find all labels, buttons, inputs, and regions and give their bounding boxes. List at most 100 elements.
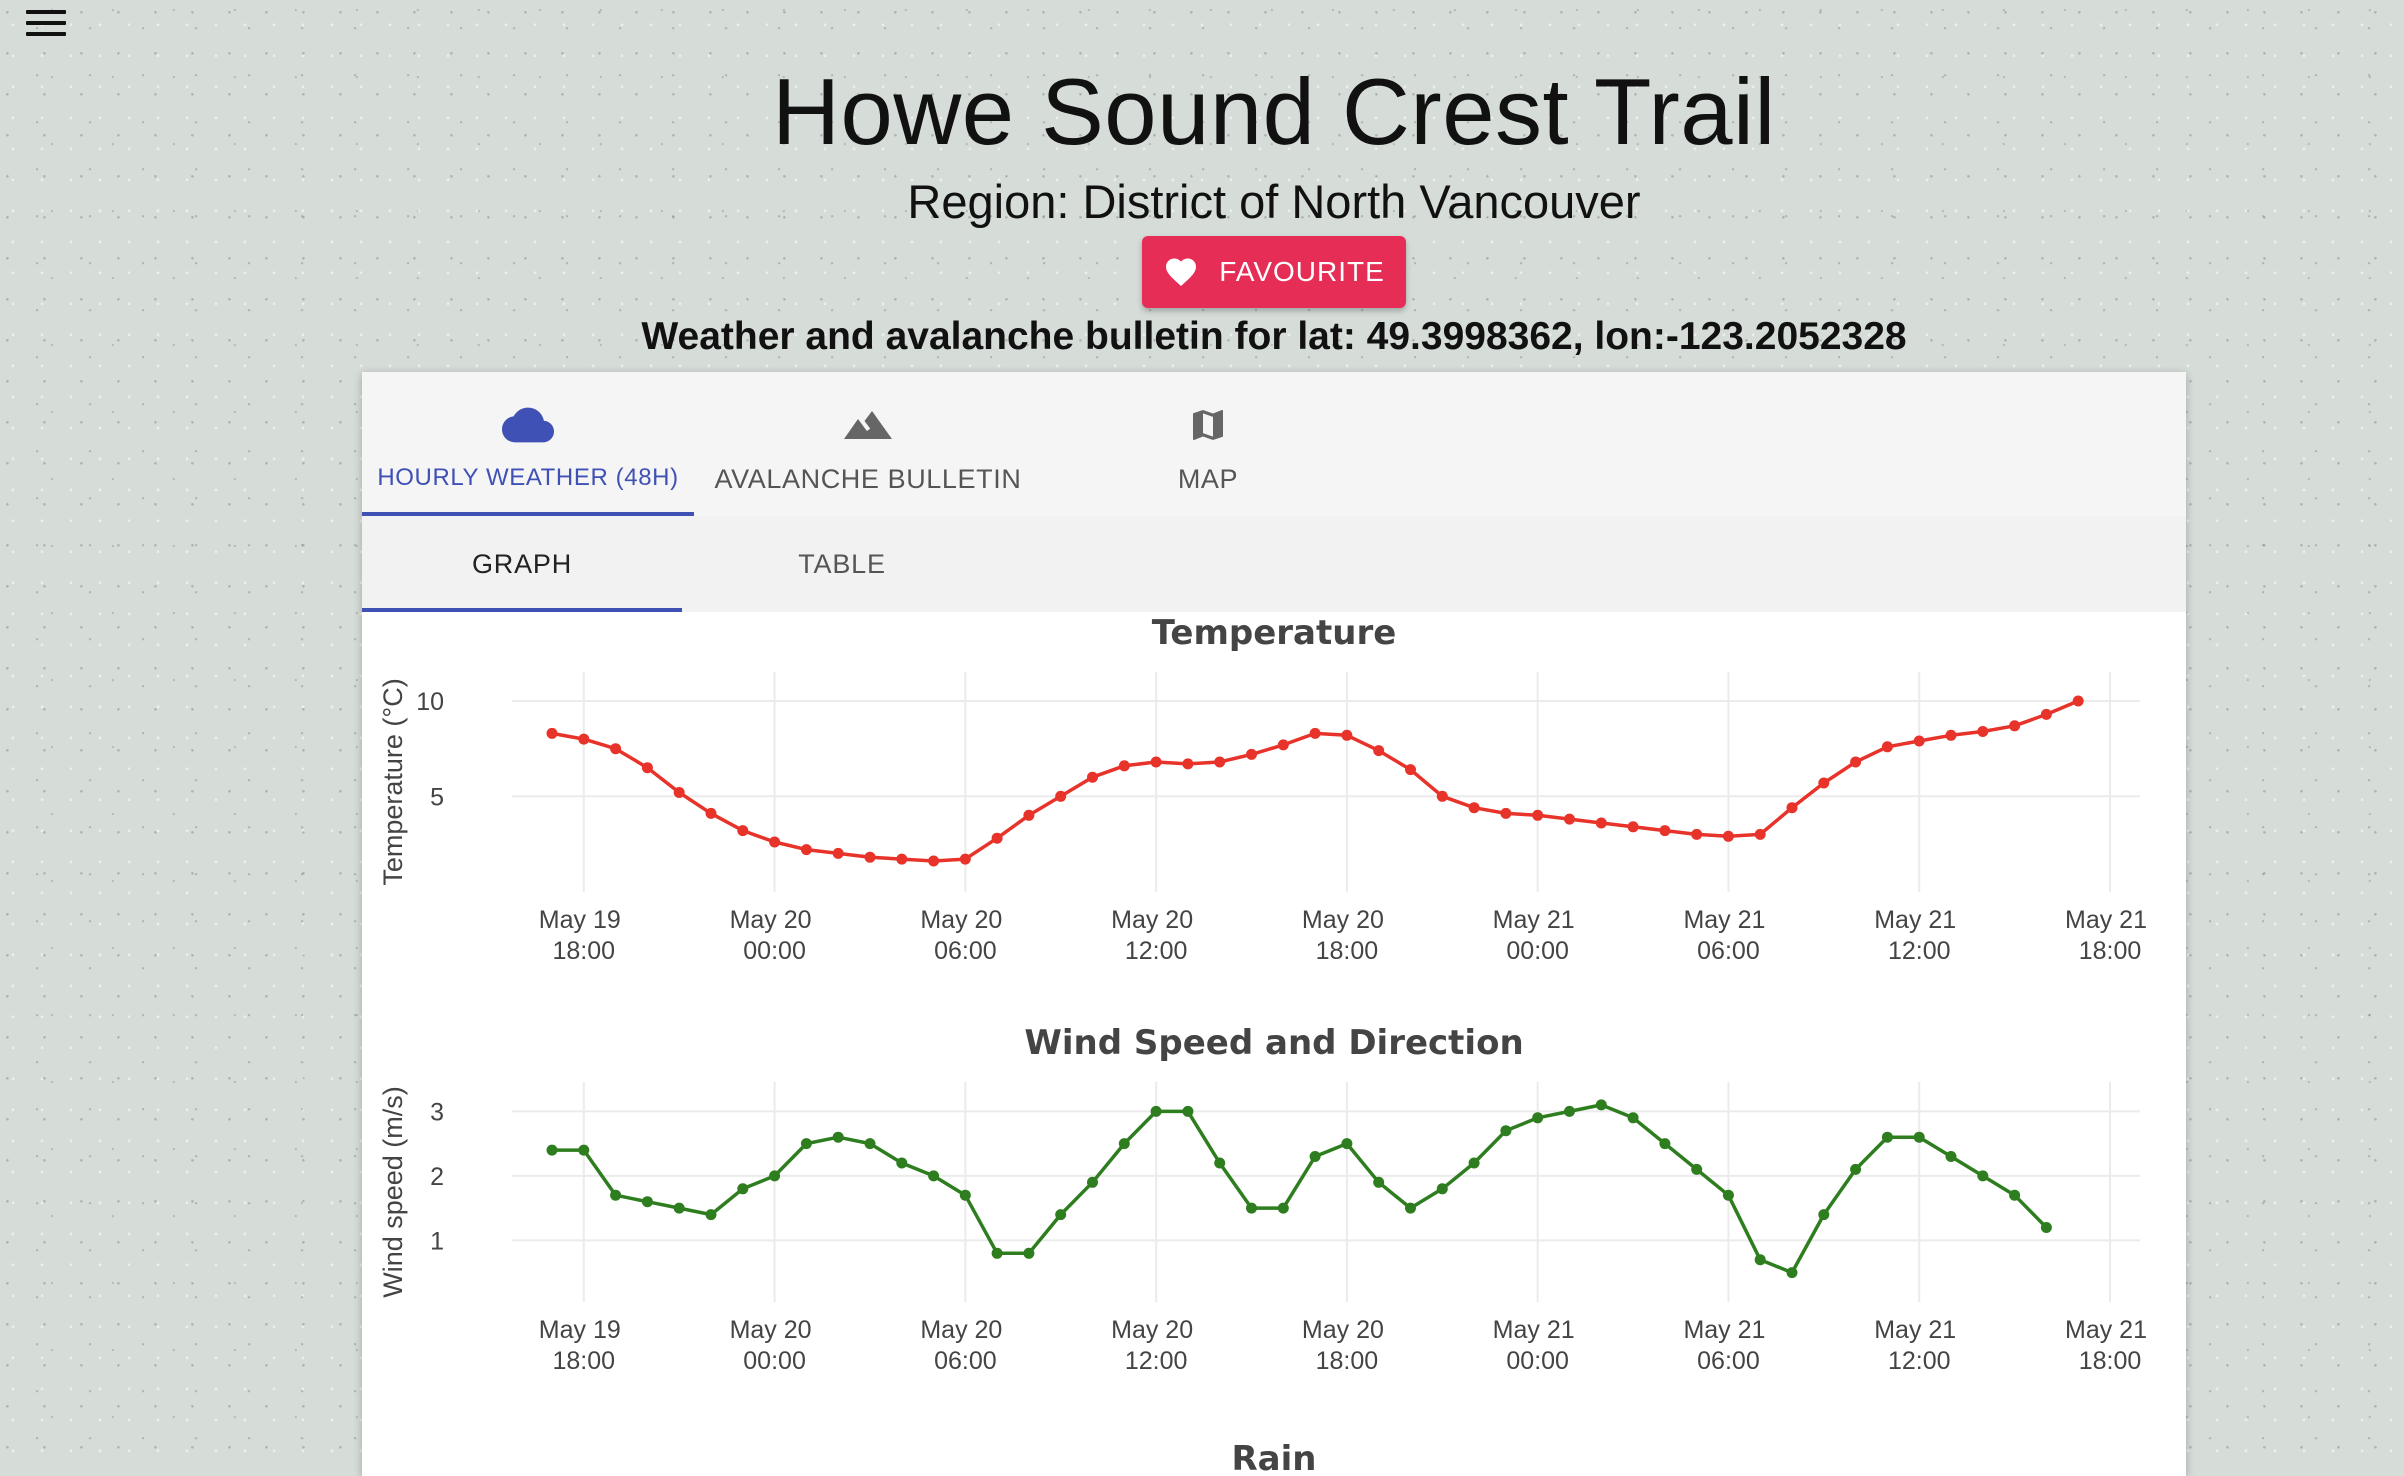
- data-point: [578, 1144, 590, 1156]
- data-point: [864, 851, 876, 863]
- data-point: [610, 1189, 622, 1201]
- tab-hourly-weather[interactable]: HOURLY WEATHER (48H): [362, 372, 694, 516]
- data-point: [1786, 1267, 1798, 1279]
- data-point: [1373, 1176, 1385, 1188]
- tab-map[interactable]: MAP: [1042, 372, 1374, 516]
- data-point: [737, 825, 749, 837]
- x-tick-label-time: 18:00: [553, 1347, 616, 1375]
- data-point: [991, 1247, 1003, 1259]
- data-point: [959, 1189, 971, 1201]
- data-point: [1564, 813, 1575, 825]
- x-tick-label-time: 18:00: [1316, 937, 1379, 965]
- temperature-chart: Temperature May 19 18:00 May 20 00:00 May 20 0…: [362, 612, 2186, 1012]
- data-point: [1182, 1105, 1194, 1117]
- menu-button[interactable]: [26, 10, 66, 40]
- main-tab-indicator: [362, 512, 694, 516]
- data-point: [1977, 726, 1989, 737]
- data-point: [546, 727, 558, 739]
- data-point: [578, 733, 590, 745]
- data-point: [800, 844, 812, 856]
- data-point: [928, 855, 940, 867]
- data-point: [1722, 830, 1734, 842]
- data-point: [2009, 1189, 2021, 1201]
- data-point: [1913, 1131, 1925, 1143]
- data-point: [1309, 727, 1321, 739]
- x-tick-label-time: 18:00: [2079, 1347, 2142, 1375]
- region-label: Region: District of North Vancouver: [907, 175, 1641, 228]
- data-point: [1977, 1170, 1989, 1182]
- data-point: [1405, 1202, 1416, 1214]
- data-point: [1023, 1247, 1035, 1259]
- cloud-icon: [502, 407, 554, 443]
- data-point: [641, 1196, 653, 1208]
- x-tick-label-date: May 20: [1302, 906, 1384, 934]
- y-axis-title: Wind speed (m/s): [378, 1086, 408, 1298]
- data-point: [1150, 1105, 1162, 1117]
- tab-avalanche-bulletin[interactable]: AVALANCHE BULLETIN: [694, 372, 1042, 516]
- x-tick-label-time: 06:00: [934, 1347, 997, 1375]
- x-tick-label-date: May 20: [920, 906, 1002, 934]
- data-point: [673, 787, 685, 798]
- x-tick-label-date: May 20: [730, 906, 812, 934]
- series-line: [551, 699, 2079, 863]
- tab-map-label: MAP: [1177, 464, 1239, 494]
- x-tick-label-date: May 20: [920, 1316, 1002, 1344]
- favourite-button[interactable]: FAVOURITE: [1142, 236, 1406, 308]
- x-tick-label-date: May 21: [1683, 906, 1765, 934]
- tab-table[interactable]: TABLE: [798, 548, 886, 579]
- data-point: [1246, 748, 1257, 760]
- x-tick-label-date: May 21: [2065, 1316, 2147, 1344]
- data-point: [1786, 802, 1798, 814]
- x-tick-label-date: May 21: [1683, 1316, 1765, 1344]
- data-point: [1627, 1112, 1639, 1124]
- y-tick-label: 5: [430, 783, 444, 811]
- y-axis-title: Temperature (°C): [378, 678, 408, 885]
- tab-graph[interactable]: GRAPH: [471, 548, 573, 579]
- rain-chart: Rain: [362, 1432, 2186, 1476]
- x-tick-label-time: 00:00: [1506, 1347, 1569, 1375]
- data-point: [1182, 758, 1194, 770]
- weather-card: HOURLY WEATHER (48H) AVALANCHE BULLETIN …: [362, 372, 2186, 1476]
- wind-chart: Wind Speed and Direction May 19 18:00 May 2…: [362, 1022, 2186, 1422]
- x-tick-label-time: 06:00: [934, 937, 997, 965]
- data-point: [1691, 828, 1703, 840]
- data-point: [610, 743, 622, 755]
- y-tick-label: 1: [430, 1227, 444, 1255]
- data-point: [1055, 790, 1067, 802]
- data-point: [1341, 729, 1353, 741]
- data-point: [864, 1138, 876, 1150]
- data-point: [1818, 777, 1830, 789]
- data-point: [769, 836, 781, 848]
- x-tick-label-date: May 20: [1302, 1316, 1384, 1344]
- data-point: [1818, 1209, 1830, 1221]
- data-point: [1913, 735, 1925, 747]
- data-point: [1436, 1183, 1448, 1195]
- data-point: [705, 1209, 717, 1221]
- x-tick-label-time: 06:00: [1697, 1347, 1760, 1375]
- data-point: [959, 853, 971, 865]
- data-point: [1532, 1112, 1544, 1124]
- data-point: [1214, 1157, 1226, 1169]
- data-point: [1087, 771, 1098, 783]
- data-point: [1850, 756, 1862, 768]
- data-point: [769, 1170, 781, 1182]
- x-tick-label-date: May 20: [1111, 1316, 1193, 1344]
- x-tick-label-time: 18:00: [1316, 1347, 1379, 1375]
- x-tick-label-date: May 19: [539, 1316, 621, 1344]
- data-point: [1436, 790, 1448, 802]
- x-tick-label-date: May 20: [730, 1316, 812, 1344]
- main-tabs: HOURLY WEATHER (48H) AVALANCHE BULLETIN …: [362, 372, 2186, 517]
- tab-hourly-weather-label: HOURLY WEATHER (48H): [377, 464, 679, 491]
- x-tick-label-time: 06:00: [1697, 937, 1760, 965]
- sub-tabs: GRAPH TABLE: [362, 516, 2186, 612]
- x-tick-label-date: May 21: [1493, 1316, 1575, 1344]
- data-point: [800, 1138, 812, 1150]
- favourite-label: FAVOURITE: [1219, 256, 1385, 287]
- data-point: [1341, 1138, 1353, 1150]
- x-tick-label-time: 12:00: [1125, 1347, 1188, 1375]
- data-point: [1595, 1099, 1607, 1111]
- data-point: [1500, 807, 1512, 819]
- data-point: [1691, 1163, 1703, 1175]
- data-point: [1722, 1189, 1734, 1201]
- data-point: [1754, 1254, 1766, 1266]
